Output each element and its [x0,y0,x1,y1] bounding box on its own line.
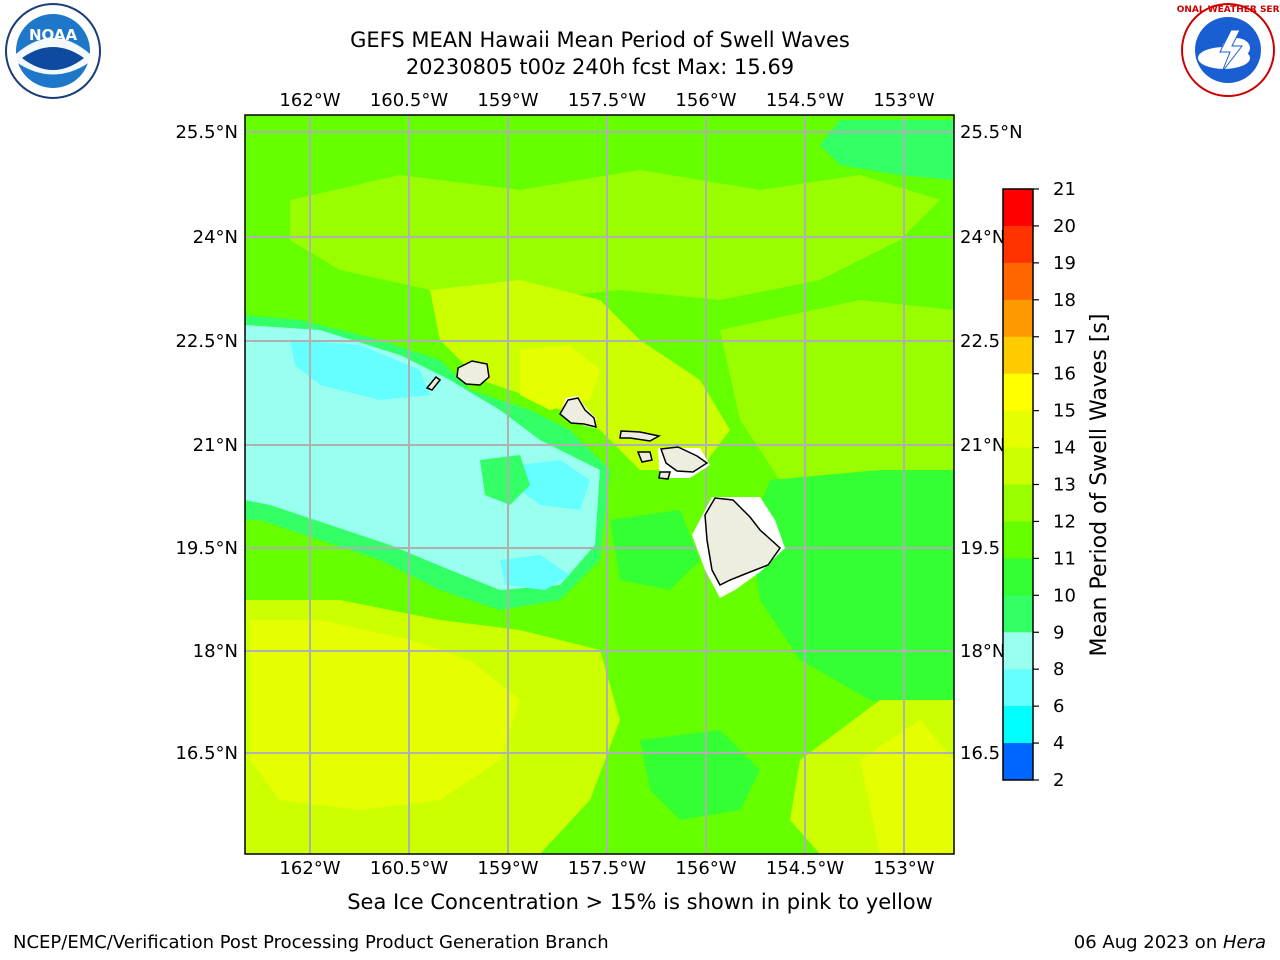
lon-labels-bottom: 162°W 160.5°W 159°W 157.5°W 156°W 154.5°… [279,858,934,879]
colorbar-tick-label: 17 [1053,327,1076,348]
colorbar-tick-label: 9 [1053,622,1064,643]
lat-label: 22.5°N [175,331,238,352]
sea-ice-note: Sea Ice Concentration > 15% is shown in … [347,890,933,914]
swell-period-field [245,115,954,854]
colorbar-tick-label: 15 [1053,401,1076,422]
colorbar-label: Mean Period of Swell Waves [s] [1087,314,1112,657]
colorbar-tick-label: 16 [1053,364,1076,385]
noaa-logo: NOAA [5,3,101,99]
colorbar-tick-label: 13 [1053,475,1076,496]
nws-logo-text: NATIONAL WEATHER SERVICE [1176,5,1280,15]
chart-title: GEFS MEAN Hawaii Mean Period of Swell Wa… [350,28,850,52]
footer-branch: NCEP/EMC/Verification Post Processing Pr… [13,932,609,953]
colorbar-segment [1003,447,1033,485]
lon-label: 156°W [675,90,736,111]
lon-label: 162°W [279,858,340,879]
island-maui [659,446,709,473]
colorbar-tick-label: 14 [1053,438,1076,459]
colorbar-segment [1003,225,1033,264]
island-lanai [636,451,653,463]
chart-subtitle: 20230805 t00z 240h fcst Max: 15.69 [405,55,795,79]
colorbar-segment [1003,706,1033,744]
footer-host: Hera [1222,932,1266,953]
colorbar-segment [1003,743,1033,781]
colorbar-tick-label: 6 [1053,696,1064,717]
lon-label: 159°W [477,858,538,879]
colorbar-segment [1003,410,1033,449]
lon-label: 162°W [279,90,340,111]
plot-frame [244,114,955,855]
colorbar-segment [1003,595,1033,633]
colorbar-tick-label: 18 [1053,290,1076,311]
lon-label: 160.5°W [370,90,449,111]
colorbar-tick-label: 2 [1053,770,1064,791]
lat-labels-right: 25.5°N 24°N 22.5 21°N 19.5 18°N 16.5 [960,122,1023,764]
lat-label: 16.5°N [175,743,238,764]
lon-label: 160.5°W [370,858,449,879]
lon-label: 153°W [873,90,934,111]
footer-date: 06 Aug 2023 on Hera [1074,932,1266,953]
lon-label: 153°W [873,858,934,879]
lat-label: 24°N [960,227,1005,248]
colorbar-tick-label: 10 [1053,585,1076,606]
lat-label: 22.5 [960,331,1000,352]
island-kauai [456,360,490,386]
island-molokai [619,430,662,442]
footer-date-text: 06 Aug 2023 on [1073,932,1223,953]
colorbar-segment [1003,373,1033,412]
island-oahu [559,397,597,429]
colorbar-segment [1003,669,1033,707]
lat-labels-left: 25.5°N 24°N 22.5°N 21°N 19.5°N 18°N 16.5… [175,122,238,764]
colorbar-segment [1003,189,1033,227]
island-kahoolawe [658,471,671,480]
nws-logo: NATIONAL WEATHER SERVICE [1176,3,1280,97]
colorbar-segment [1003,521,1033,559]
island-niihau [425,375,442,391]
island-outlines [425,360,785,598]
colorbar-segment [1003,262,1033,301]
lon-label: 159°W [477,90,538,111]
lat-label: 18°N [193,641,238,662]
lon-label: 157.5°W [568,858,647,879]
colorbar-tick-label: 19 [1053,253,1076,274]
colorbar-tick-label: 20 [1053,216,1076,237]
lon-label: 157.5°W [568,90,647,111]
lat-label: 25.5°N [960,122,1023,143]
lat-label: 24°N [193,227,238,248]
noaa-logo-text: NOAA [29,26,78,44]
lat-label: 21°N [960,435,1005,456]
graticule [245,115,954,854]
colorbar-tick-label: 4 [1053,733,1064,754]
colorbar-segment [1003,558,1033,596]
lat-label: 25.5°N [175,122,238,143]
colorbar-segment [1003,632,1033,670]
colorbar: 21 20 19 18 17 16 15 14 13 12 11 10 9 8 6 4 2 [1002,179,1076,791]
lat-label: 19.5°N [175,538,238,559]
colorbar-segment [1003,299,1033,338]
lat-label: 18°N [960,641,1005,662]
lat-label: 16.5 [960,743,1000,764]
lon-label: 154.5°W [766,90,845,111]
lat-label: 19.5 [960,538,1000,559]
colorbar-tick-label: 11 [1053,548,1076,569]
lat-label: 21°N [193,435,238,456]
colorbar-segment [1003,484,1033,522]
colorbar-tick-label: 12 [1053,511,1076,532]
island-hawaii [704,497,781,586]
lon-label: 154.5°W [766,858,845,879]
lon-label: 156°W [675,858,736,879]
lon-labels-top: 162°W 160.5°W 159°W 157.5°W 156°W 154.5°… [279,90,934,111]
colorbar-tick-label: 8 [1053,659,1064,680]
colorbar-tick-label: 21 [1053,179,1076,200]
colorbar-segment [1003,336,1033,375]
